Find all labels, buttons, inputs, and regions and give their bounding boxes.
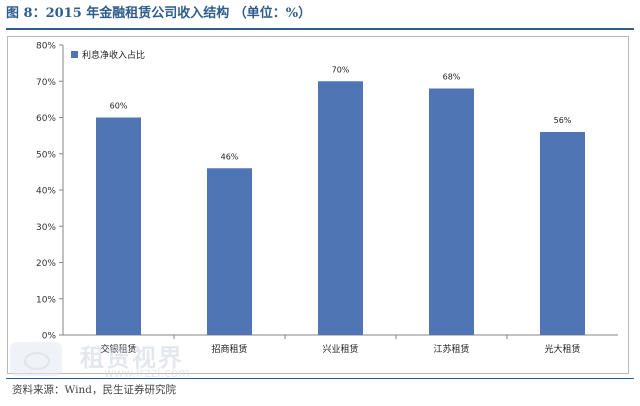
bar <box>207 168 252 335</box>
data-label: 60% <box>110 102 128 111</box>
y-tick-label: 80% <box>36 42 56 52</box>
footer-rule <box>6 378 634 379</box>
legend-label: 利息净收入占比 <box>82 49 145 61</box>
data-label: 46% <box>221 152 239 161</box>
y-tick-label: 70% <box>36 78 56 88</box>
bar <box>540 132 585 335</box>
y-tick-label: 50% <box>36 150 56 160</box>
x-tick-label: 光大租赁 <box>544 343 580 355</box>
y-tick-label: 10% <box>36 295 56 305</box>
x-tick-label: 招商租赁 <box>211 343 247 355</box>
source-note: 资料来源：Wind，民生证券研究院 <box>12 384 176 396</box>
x-tick-label: 江苏租赁 <box>433 343 469 355</box>
x-tick-label: 兴业租赁 <box>322 343 358 355</box>
y-tick-label: 30% <box>36 223 56 233</box>
chart-frame: 0% 10% 20% 30% 40% 50% 60% 70% 80% 60% 交银租赁 46% 招商租赁… <box>7 36 629 374</box>
data-label: 68% <box>443 73 461 82</box>
data-label: 56% <box>554 116 572 125</box>
bar <box>429 88 474 335</box>
y-tick-label: 20% <box>36 259 56 269</box>
bar <box>318 81 363 335</box>
data-label: 70% <box>332 65 350 74</box>
bar-chart: 0% 10% 20% 30% 40% 50% 60% 70% 80% 60% 交银租赁 46% 招商租赁… <box>36 42 618 355</box>
y-tick-label: 40% <box>36 187 56 197</box>
y-tick-label: 60% <box>36 114 56 124</box>
legend-swatch <box>71 51 78 58</box>
x-tick-label: 交银租赁 <box>100 343 136 355</box>
y-tick-label: 0% <box>42 332 57 342</box>
bar <box>96 117 141 335</box>
title-underline <box>6 28 634 30</box>
figure-title: 图 8：2015 年金融租赁公司收入结构 （单位：%） <box>6 6 312 21</box>
